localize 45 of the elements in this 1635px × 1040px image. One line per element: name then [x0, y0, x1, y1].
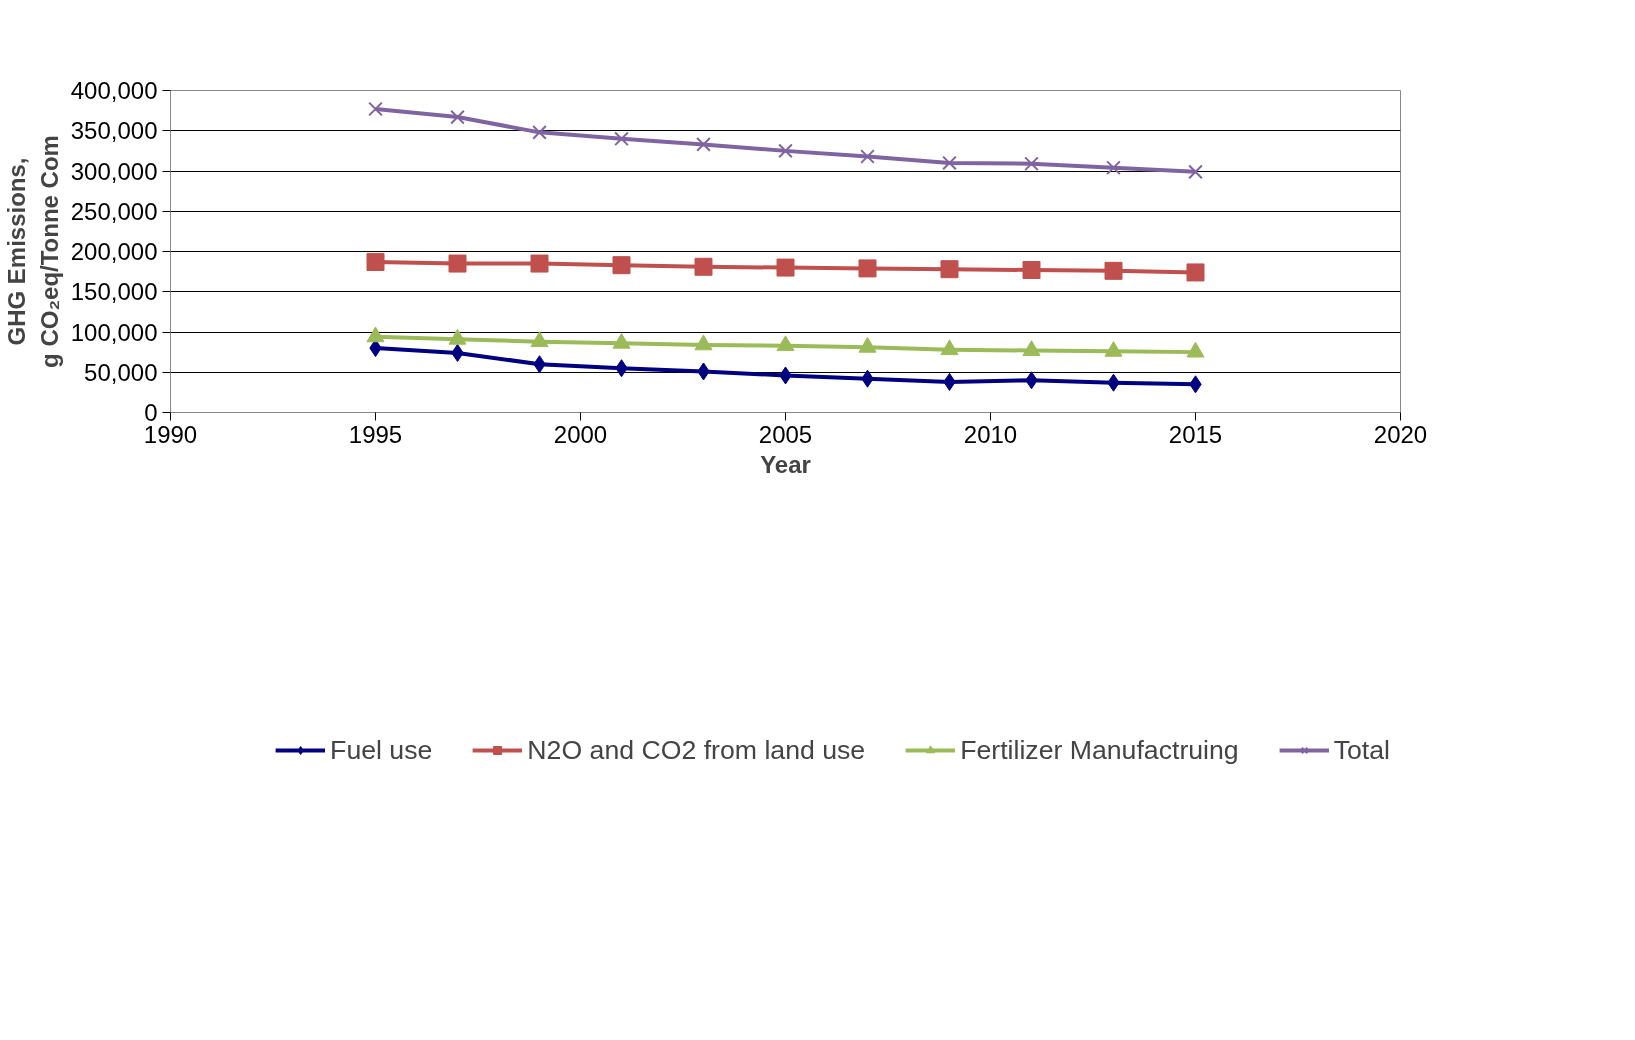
point [940, 339, 959, 356]
point [448, 254, 467, 273]
x-tick-label: 2005 [758, 420, 813, 448]
point [614, 131, 629, 147]
x-axis-title: Year [760, 450, 811, 478]
point [366, 252, 385, 271]
point [696, 137, 711, 152]
y-tick-label: 350,000 [70, 117, 158, 145]
y-axis-title: GHG Emissions, g CO₂eq/Tonne Com [3, 135, 63, 368]
point [940, 260, 959, 279]
legend-label: N2O and CO2 from land use [527, 734, 866, 766]
x-tick-label: 1995 [348, 420, 403, 448]
y-tick-label: 100,000 [70, 318, 158, 346]
point [1186, 263, 1205, 282]
point [368, 101, 383, 117]
point [942, 155, 957, 171]
point [530, 254, 549, 273]
point [450, 109, 465, 125]
point [694, 257, 713, 276]
legend-label: Fuel use [330, 734, 433, 766]
point [858, 259, 877, 278]
point [776, 258, 795, 277]
point [860, 149, 875, 164]
y-tick-label: 150,000 [70, 278, 158, 306]
y-tick-label: 400,000 [70, 77, 158, 104]
y-tick-label: 250,000 [70, 197, 158, 225]
point [530, 331, 549, 348]
point [612, 256, 631, 275]
point [776, 335, 795, 352]
point [1024, 156, 1039, 172]
x-tick-label: 2010 [963, 420, 1018, 448]
point [1022, 261, 1041, 280]
point [1188, 164, 1203, 180]
point [1106, 160, 1121, 176]
point [532, 125, 547, 140]
legend-label: Fertilizer Manufactruing [960, 734, 1239, 766]
x-tick-label: 2000 [553, 420, 608, 448]
point [1104, 261, 1123, 280]
point [778, 143, 793, 159]
x-tick-label: 2015 [1168, 420, 1223, 448]
y-tick-label: 200,000 [70, 238, 158, 265]
y-tick-label: 300,000 [70, 157, 158, 185]
legend-label: Total [1333, 734, 1390, 766]
y-tick-label: 50,000 [84, 358, 158, 386]
x-tick-label: 2020 [1373, 420, 1428, 448]
